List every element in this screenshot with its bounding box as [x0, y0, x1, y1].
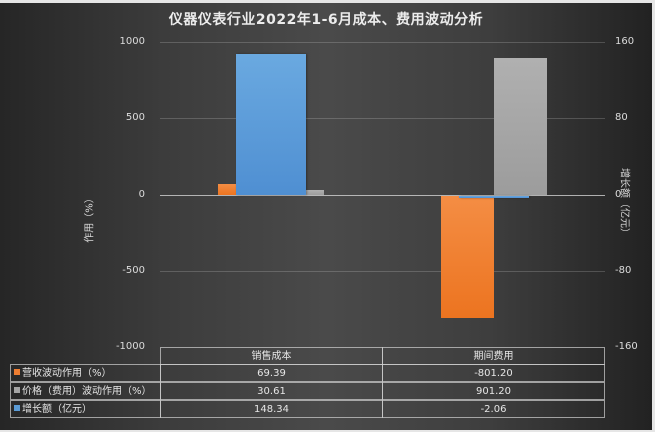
gridline: [160, 271, 605, 272]
chart-title: 仪器仪表行业2022年1-6月成本、费用波动分析: [168, 12, 484, 28]
legend-label: 营收波动作用（%）: [22, 368, 112, 379]
chart-area: 仪器仪表行业2022年1-6月成本、费用波动分析 1000 500 0 -500…: [0, 3, 652, 430]
gray-swatch-icon: [14, 387, 20, 393]
gridline: [160, 118, 605, 119]
left-axis-tick: -500: [122, 265, 145, 276]
legend-row-price: 价格（费用）波动作用（%）: [10, 382, 161, 400]
right-axis-tick: 80: [615, 112, 628, 123]
right-axis-tick: -80: [615, 265, 632, 276]
left-axis-title: 作用（%）: [84, 193, 96, 243]
window-edge: [652, 0, 655, 432]
right-axis-tick: 0: [615, 189, 622, 200]
right-axis-tick: 160: [615, 36, 635, 47]
table-header-cat-0: 销售成本: [160, 347, 383, 365]
bar-growth-0: [236, 53, 307, 195]
right-axis-title: 增长额（亿元）: [618, 168, 630, 238]
bar-growth-1: [458, 196, 529, 198]
table-cell: 901.20: [382, 382, 605, 400]
left-axis-tick: 1000: [119, 36, 145, 47]
table-cell: -2.06: [382, 400, 605, 418]
bar-revenue-1: [440, 196, 494, 319]
table-cell: 30.61: [160, 382, 383, 400]
zero-line: [160, 195, 605, 196]
table-cell: 69.39: [160, 364, 383, 382]
legend-label: 增长额（亿元）: [22, 404, 92, 415]
left-axis-tick: 0: [138, 189, 145, 200]
bar-price-1: [493, 57, 547, 195]
table-cell: 148.34: [160, 400, 383, 418]
table-cell: -801.20: [382, 364, 605, 382]
blue-swatch-icon: [14, 405, 20, 411]
orange-swatch-icon: [14, 369, 20, 375]
left-axis-tick: 500: [125, 112, 145, 123]
gridline: [160, 42, 605, 43]
legend-row-growth: 增长额（亿元）: [10, 400, 161, 418]
legend-label: 价格（费用）波动作用（%）: [22, 386, 152, 397]
legend-row-revenue: 营收波动作用（%）: [10, 364, 161, 382]
left-axis-tick: -1000: [115, 341, 145, 352]
right-axis-tick: -160: [615, 341, 638, 352]
table-header-cat-1: 期间费用: [382, 347, 605, 365]
